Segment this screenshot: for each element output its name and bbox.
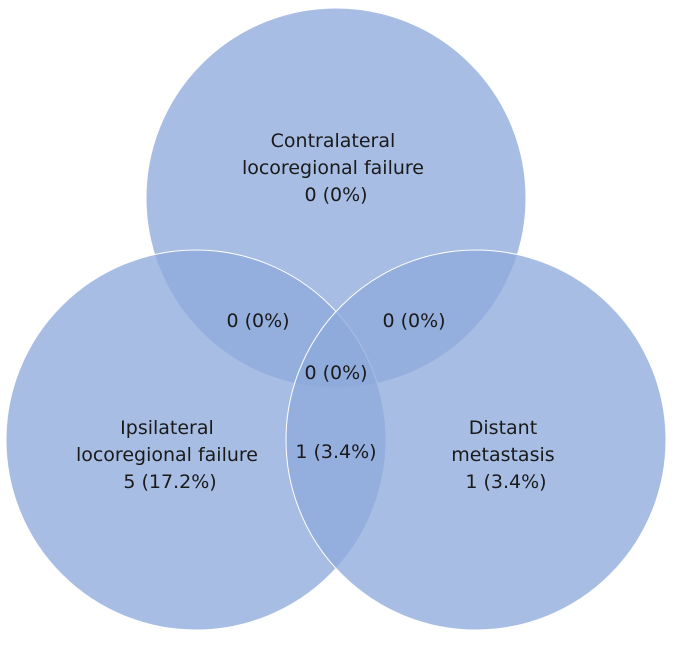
- ipsilateral-label: Ipsilateral locoregional failure 5 (17.2…: [76, 417, 264, 493]
- contralateral-count: 0 (0%): [304, 184, 367, 206]
- circles: [5, 7, 667, 631]
- contralateral-label: Contralateral locoregional failure 0 (0%…: [242, 130, 430, 206]
- ipsilateral-label-line-1: Ipsilateral: [120, 417, 214, 439]
- ipsilateral-count: 5 (17.2%): [123, 471, 216, 493]
- intersection-contralateral-distant: 0 (0%): [382, 310, 445, 332]
- circle-distant: [285, 249, 667, 631]
- distant-label-line-2: metastasis: [451, 444, 554, 466]
- distant-label: Distant metastasis 1 (3.4%): [451, 417, 560, 493]
- distant-label-line-1: Distant: [469, 417, 537, 439]
- intersection-contralateral-ipsilateral: 0 (0%): [226, 310, 289, 332]
- distant-count: 1 (3.4%): [465, 471, 546, 493]
- contralateral-label-line-1: Contralateral: [271, 130, 396, 152]
- intersection-ipsilateral-distant: 1 (3.4%): [295, 441, 376, 463]
- intersection-all-three: 0 (0%): [304, 362, 367, 384]
- ipsilateral-label-line-2: locoregional failure: [76, 444, 258, 466]
- labels: Contralateral locoregional failure 0 (0%…: [76, 130, 560, 493]
- contralateral-label-line-2: locoregional failure: [242, 157, 424, 179]
